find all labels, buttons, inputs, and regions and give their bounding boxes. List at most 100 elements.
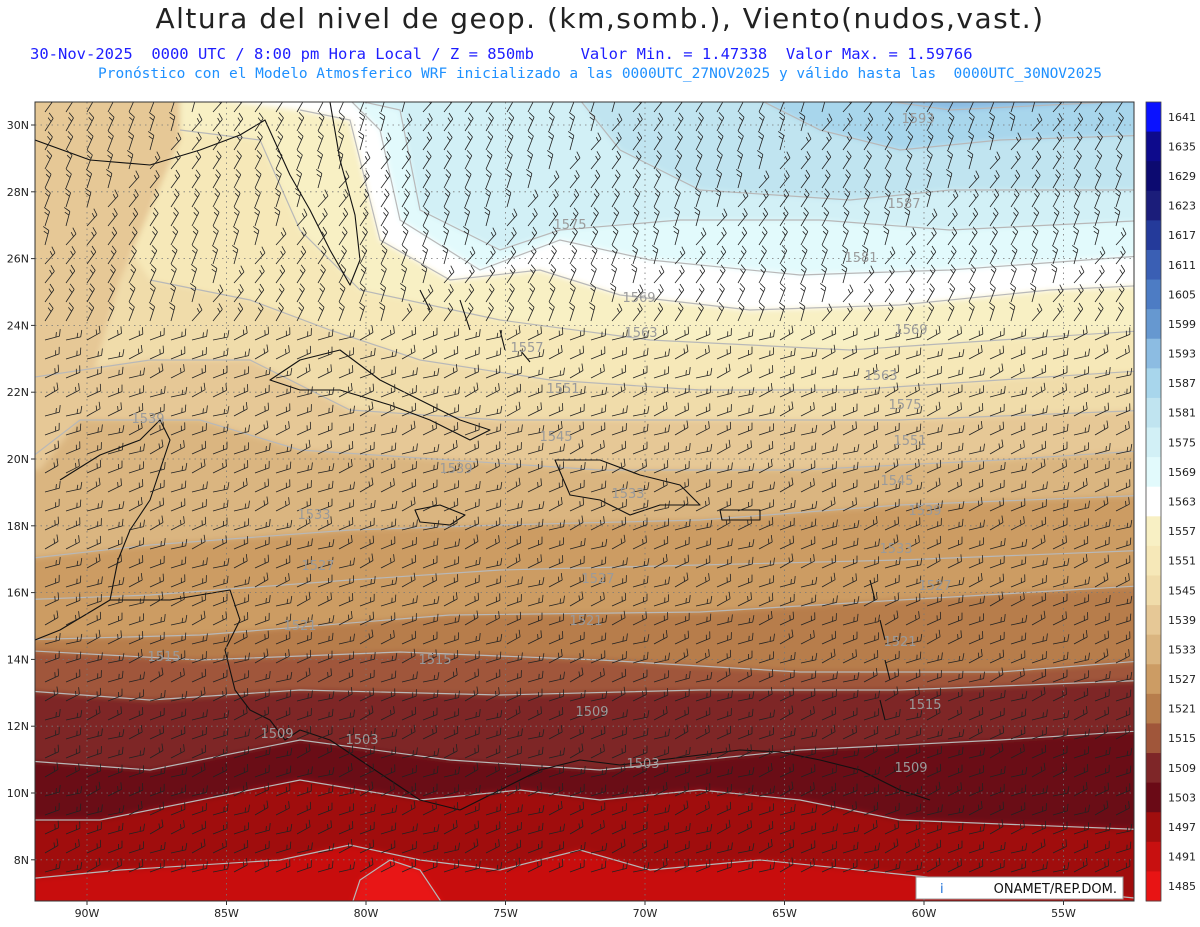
contour-label: 1503: [626, 757, 659, 772]
contour-label: 1533: [297, 508, 330, 523]
contour-label: 1593: [901, 112, 934, 127]
coastline-segment: [414, 504, 466, 526]
longitude-label: 80W: [354, 907, 379, 920]
min-value: Valor Min. = 1.47338: [580, 45, 768, 63]
latitude-label: 10N: [7, 787, 29, 800]
colorbar-label: 1593: [1168, 348, 1196, 361]
latitude-labels: 30N 28N 26N 24N 22N 20N 18N 16N 14N 12N 10N 8N: [7, 119, 35, 867]
colorbar-swatch: [1146, 309, 1161, 340]
colorbar-label: 1491: [1168, 851, 1196, 864]
contour-label: 1539: [908, 504, 941, 519]
contour-label: 1575: [888, 398, 921, 413]
colorbar-swatch: [1146, 368, 1161, 399]
latitude-label: 30N: [7, 119, 29, 132]
colorbar-label: 1605: [1168, 288, 1196, 301]
colorbar-swatch: [1146, 457, 1161, 488]
wind-barb-field: [42, 102, 1133, 873]
colorbar-swatch: [1146, 753, 1161, 784]
colorbar-label: 1635: [1168, 140, 1196, 153]
contour-label: 1509: [575, 705, 608, 720]
colorbar-swatch: [1146, 249, 1161, 281]
colorbar-swatch: [1146, 338, 1161, 369]
coastline-segment: [35, 102, 361, 286]
colorbar-label: 1581: [1168, 407, 1196, 420]
longitude-label: 90W: [75, 907, 100, 920]
colorbar-swatch: [1146, 693, 1161, 724]
contour-label: 1533: [879, 542, 912, 557]
contour-label: 1509: [894, 761, 927, 776]
colorbar-label: 1575: [1168, 436, 1196, 449]
colorbar-swatch: [1146, 220, 1161, 251]
colorbar-label: 1569: [1168, 466, 1196, 479]
colorbar-label: 1611: [1168, 259, 1196, 272]
colorbar-frame: [1145, 101, 1162, 902]
band-west: [35, 102, 180, 470]
contour-label: 1527: [301, 559, 334, 574]
band-1593: [894, 102, 1113, 110]
colorbar-swatch: [1146, 161, 1161, 192]
latitude-label: 24N: [7, 319, 29, 332]
colorbar-swatch: [1146, 605, 1161, 636]
latitude-label: 12N: [7, 720, 29, 733]
contour-label: 1533: [611, 487, 644, 502]
max-value: Valor Max. = 1.59766: [785, 45, 973, 63]
contour-1539: [35, 419, 1134, 471]
colorbar-label: 1551: [1168, 555, 1196, 568]
contour-label: 1569: [894, 323, 927, 338]
colorbar-swatch: [1146, 427, 1161, 458]
colorbar-swatch: [1146, 841, 1161, 872]
contour-label: 1527: [581, 572, 614, 587]
latitude-label: 20N: [7, 453, 29, 466]
colorbar-swatch: [1146, 575, 1161, 606]
colorbar-swatch: [1146, 545, 1161, 576]
contour-label: 1515: [908, 698, 941, 713]
colorbar-label: 1617: [1168, 229, 1196, 242]
contour-1563: [299, 109, 1134, 311]
contour-label: 1539: [439, 462, 472, 477]
contour-labels: 1593 1587 1581 1575 1575 1569 1569 1563 1563 1557…: [131, 112, 951, 776]
contour-label: 1539: [131, 412, 164, 427]
longitude-label: 65W: [772, 907, 797, 920]
longitude-labels: 90W 85W 80W 75W 70W 65W 60W 55W: [75, 901, 1076, 920]
valid-datetime: 30-Nov-2025 0000 UTC / 8:00 pm Hora Loca…: [30, 45, 534, 63]
contour-label: 1503: [345, 733, 378, 748]
contour-label: 1551: [893, 434, 926, 449]
colorbar-label: 1629: [1168, 170, 1196, 183]
colorbar-label: 1521: [1168, 703, 1196, 716]
colorbar-label: 1509: [1168, 762, 1196, 775]
colorbar-label: 1641: [1168, 111, 1196, 124]
coastline-segment: [269, 349, 491, 441]
contour-label: 1521: [883, 635, 916, 650]
colorbar-swatch: [1146, 516, 1161, 547]
colorbar-swatch: [1146, 102, 1161, 133]
contour-label: 1515: [418, 653, 451, 668]
contour-1569: [351, 102, 1134, 276]
colorbar-swatch: [1146, 279, 1161, 310]
coastline-segment: [110, 589, 461, 811]
colorbar-swatch: [1146, 871, 1161, 902]
contour-1587: [762, 102, 1134, 151]
contour-label: 1587: [887, 197, 920, 212]
colorbar-label: 1539: [1168, 614, 1196, 627]
credit-logo: i: [940, 882, 944, 897]
contour-1485: [352, 859, 442, 901]
colorbar-swatch: [1146, 634, 1161, 665]
contour-label: 1551: [546, 382, 579, 397]
contour-1557: [179, 129, 1134, 351]
model-info-line: Pronóstico con el Modelo Atmosferico WRF…: [98, 66, 1102, 82]
wind-barbs: [42, 102, 1133, 873]
colorbar-swatch: [1146, 782, 1161, 813]
latitude-label: 8N: [14, 854, 29, 867]
contour-1533: [35, 495, 1134, 559]
colorbar-label: 1587: [1168, 377, 1196, 390]
credit-text: ONAMET/REP.DOM.: [994, 882, 1117, 897]
contour-label: 1569: [622, 291, 655, 306]
latitude-label: 14N: [7, 653, 29, 666]
colorbar-swatch: [1146, 190, 1161, 221]
colorbar-label: 1503: [1168, 791, 1196, 804]
colorbar-label: 1527: [1168, 673, 1196, 686]
credit-box: i ONAMET/REP.DOM.: [915, 876, 1124, 900]
geopotential-shading: [35, 102, 1134, 901]
contour-label: 1575: [553, 218, 586, 233]
